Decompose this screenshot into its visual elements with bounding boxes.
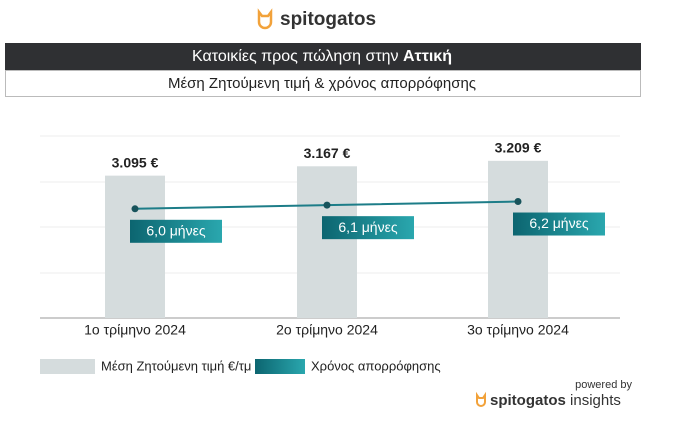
line-marker	[514, 198, 522, 206]
footer-logo: spitogatos insights	[476, 391, 621, 409]
footer-suffix: insights	[570, 392, 621, 409]
x-tick-label: 2ο τρίμηνο 2024	[276, 322, 378, 338]
x-tick-label: 3ο τρίμηνο 2024	[467, 322, 569, 338]
footer-brand: spitogatos	[490, 392, 566, 409]
chart-subtitle: Μέση Ζητούμενη τιμή & χρόνος απορρόφησης	[168, 75, 476, 92]
line-marker	[323, 201, 331, 209]
legend-item: Χρόνος απορρόφησης	[255, 358, 441, 374]
line-value-label: 6,2 μήνες	[529, 215, 588, 231]
legend-swatch	[255, 359, 305, 374]
value-label-box	[513, 212, 605, 236]
footer-text: spitogatos insights	[490, 392, 621, 409]
chart-title-group: Κατοικίες προς πώληση στην Αττική	[192, 48, 452, 65]
chart-title: Κατοικίες προς πώληση στην	[192, 48, 399, 65]
line-value-label: 6,0 μήνες	[146, 223, 205, 239]
title-bar	[5, 43, 641, 70]
logo-icon	[257, 8, 273, 30]
subtitle-box	[5, 70, 641, 97]
bar-value-label: 3.167 €	[304, 145, 351, 161]
x-tick-label: 1ο τρίμηνο 2024	[84, 322, 186, 338]
chart-title-highlight: Αττική	[403, 48, 452, 65]
value-label-box	[322, 216, 414, 240]
footer-icon	[476, 391, 486, 407]
brand: spitogatos	[280, 9, 376, 30]
bar	[488, 160, 548, 318]
legend-label: Χρόνος απορρόφησης	[311, 358, 441, 373]
bar-value-label: 3.095 €	[112, 154, 159, 170]
bar	[105, 175, 165, 318]
bar	[297, 166, 357, 318]
legend-swatch	[40, 359, 95, 374]
line-marker	[131, 205, 139, 213]
legend-item: Μέση Ζητούμενη τιμή €/τμ	[40, 358, 251, 374]
logo: spitogatos	[257, 8, 376, 30]
value-label-box	[130, 219, 222, 243]
powered-by: powered by	[575, 379, 632, 391]
line-value-label: 6,1 μήνες	[338, 219, 397, 235]
bar-value-label: 3.209 €	[495, 140, 542, 156]
legend-label: Μέση Ζητούμενη τιμή €/τμ	[101, 358, 251, 373]
